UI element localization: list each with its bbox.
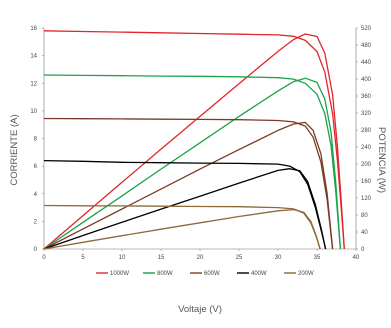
- y-left-tick-label: 14: [30, 54, 37, 60]
- y-left-tick-label: 8: [34, 137, 38, 143]
- y-right-tick-label: 80: [361, 213, 368, 219]
- y-right-tick-label: 200: [361, 162, 372, 168]
- y-right-tick-label: 40: [361, 230, 368, 236]
- legend-label-1000W: 1000W: [110, 271, 129, 277]
- y-left-tick-label: 16: [30, 26, 37, 32]
- y-left-tick-label: 0: [34, 247, 38, 253]
- x-tick-label: 0: [42, 255, 46, 261]
- y-right-tick-label: 280: [361, 128, 372, 134]
- pv-curve-600W: [43, 121, 334, 250]
- y-right-tick-label: 120: [361, 196, 372, 202]
- x-tick-label: 25: [236, 255, 243, 261]
- legend-label-600W: 600W: [204, 271, 220, 277]
- x-tick-label: 40: [353, 255, 360, 261]
- y-right-tick-label: 440: [361, 60, 372, 66]
- iv-curve-600W: [43, 117, 334, 250]
- y-right-tick-label: 400: [361, 77, 372, 83]
- y-left-tick-label: 4: [34, 192, 38, 198]
- x-tick-label: 35: [314, 255, 321, 261]
- x-tick-label: 15: [158, 255, 165, 261]
- x-tick-label: 10: [119, 255, 126, 261]
- y-right-tick-label: 320: [361, 111, 372, 117]
- x-axis-title: Voltaje (V): [178, 304, 222, 315]
- y-right-tick-label: 360: [361, 94, 372, 100]
- x-tick-label: 30: [275, 255, 282, 261]
- y-right-tick-label: 480: [361, 43, 372, 49]
- y-axis-left-title: CORRIENTE (A): [9, 114, 20, 185]
- y-left-tick-label: 2: [34, 219, 38, 225]
- pv-curve-1000W: [43, 33, 345, 250]
- y-right-tick-label: 160: [361, 179, 372, 185]
- y-axis-right-title: POTENCIA (W): [376, 127, 387, 193]
- y-left-tick-label: 12: [30, 81, 37, 87]
- legend-label-200W: 200W: [298, 271, 314, 277]
- pv-curve-200W: [43, 208, 321, 250]
- pv-curve-400W: [43, 168, 327, 250]
- series-layer: [43, 30, 345, 250]
- iv-curve-400W: [43, 159, 327, 250]
- axes: 0 5 10 15 20 25 30 35 40024681012141604080120160…: [30, 26, 371, 261]
- y-left-tick-label: 10: [30, 109, 37, 115]
- iv-curve-800W: [43, 74, 342, 250]
- iv-curve-1000W: [43, 30, 345, 250]
- legend: 1000W 800W 600W 400W 200W: [96, 271, 314, 277]
- pv-curve-800W: [43, 77, 342, 250]
- legend-label-400W: 400W: [251, 271, 267, 277]
- legend-label-800W: 800W: [157, 271, 173, 277]
- y-right-tick-label: 0: [361, 247, 365, 253]
- y-right-tick-label: 520: [361, 26, 372, 32]
- x-tick-label: 20: [197, 255, 204, 261]
- y-left-tick-label: 6: [34, 164, 38, 170]
- x-tick-label: 5: [81, 255, 85, 261]
- y-right-tick-label: 240: [361, 145, 372, 151]
